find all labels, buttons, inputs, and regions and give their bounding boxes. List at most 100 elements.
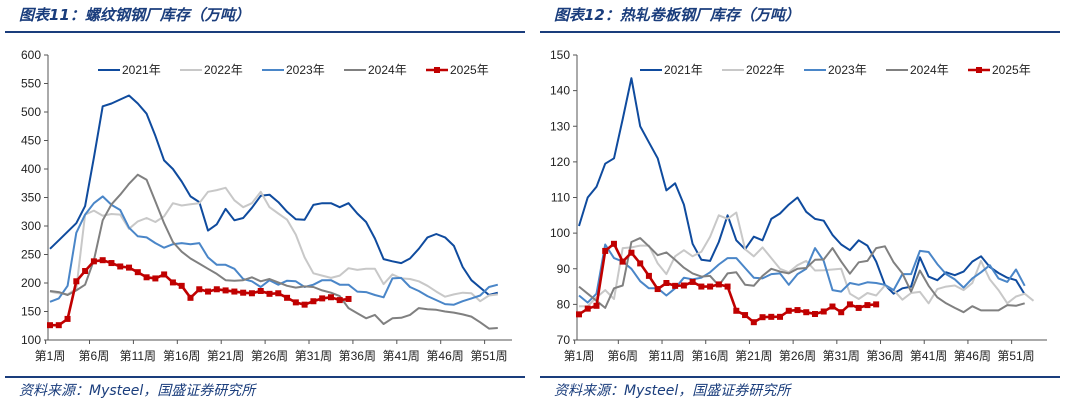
data-point bbox=[301, 301, 308, 308]
chart-title: 图表11：螺纹钢钢厂库存（万吨） bbox=[19, 6, 250, 24]
data-point bbox=[768, 313, 775, 320]
x-tick-label: 第31周 bbox=[823, 349, 860, 363]
data-point bbox=[240, 289, 247, 296]
data-point bbox=[663, 280, 670, 286]
source-divider bbox=[540, 376, 1060, 378]
data-point bbox=[637, 260, 644, 267]
data-point bbox=[610, 240, 617, 247]
data-point bbox=[619, 258, 626, 265]
data-point bbox=[108, 260, 115, 267]
legend-label: 2025年 bbox=[992, 63, 1031, 77]
data-point bbox=[873, 301, 880, 308]
data-point bbox=[64, 315, 71, 322]
y-tick-label: 100 bbox=[21, 333, 41, 347]
data-point bbox=[750, 319, 757, 326]
series-line-2021年 bbox=[578, 77, 1026, 295]
x-tick-label: 第46周 bbox=[954, 349, 991, 363]
data-point bbox=[645, 272, 652, 279]
data-point bbox=[134, 269, 141, 276]
data-point bbox=[803, 309, 810, 316]
series-line-2024年 bbox=[578, 237, 1025, 314]
title-divider bbox=[540, 31, 1060, 33]
data-point bbox=[248, 290, 255, 297]
data-point bbox=[117, 263, 124, 270]
data-point bbox=[864, 302, 871, 309]
data-point bbox=[576, 311, 582, 318]
legend-label: 2022年 bbox=[204, 63, 243, 77]
data-point bbox=[284, 294, 291, 301]
data-point bbox=[672, 282, 679, 289]
data-point bbox=[794, 307, 801, 314]
x-tick-label: 第16周 bbox=[163, 349, 200, 363]
data-point bbox=[169, 279, 176, 286]
data-point bbox=[275, 290, 282, 297]
y-tick-label: 100 bbox=[550, 226, 570, 240]
legend-marker bbox=[976, 67, 982, 73]
data-point bbox=[319, 295, 326, 302]
data-point bbox=[698, 283, 705, 290]
x-tick-label: 第21周 bbox=[207, 349, 244, 363]
y-tick-label: 130 bbox=[550, 119, 570, 133]
y-tick-label: 500 bbox=[21, 105, 41, 119]
hot-rolled-coil-inventory-panel: 图表12：热轧卷板钢厂库存（万吨） 70 80 90 100 110 120 130 140 1… bbox=[540, 0, 1060, 405]
x-tick-label: 第6周 bbox=[607, 349, 638, 363]
rebar-inventory-chart: 100150200250300350400450500550600第1周 第6周第… bbox=[21, 48, 512, 363]
data-point bbox=[55, 322, 62, 329]
legend-label: 2025年 bbox=[450, 63, 489, 77]
x-tick-label: 第26周 bbox=[779, 349, 816, 363]
data-point bbox=[602, 247, 609, 254]
y-tick-label: 250 bbox=[21, 248, 41, 262]
data-point bbox=[724, 283, 731, 290]
x-tick-label: 第11周 bbox=[648, 349, 684, 363]
data-point bbox=[689, 278, 696, 285]
data-point bbox=[785, 307, 792, 314]
series-line-2021年 bbox=[49, 94, 499, 296]
data-point bbox=[205, 288, 212, 295]
x-tick-label: 第51周 bbox=[470, 349, 507, 363]
data-point bbox=[628, 249, 635, 256]
x-tick-label: 第6周 bbox=[79, 349, 110, 363]
y-tick-label: 400 bbox=[21, 162, 41, 176]
y-tick-label: 600 bbox=[21, 48, 41, 62]
data-point bbox=[777, 313, 784, 320]
data-point bbox=[733, 307, 740, 314]
legend-label: 2021年 bbox=[664, 63, 703, 77]
series-line-2023年 bbox=[49, 195, 499, 306]
x-tick-label: 第36周 bbox=[866, 349, 903, 363]
x-tick-label: 第46周 bbox=[426, 349, 463, 363]
legend-label: 2023年 bbox=[828, 63, 867, 77]
x-tick-label: 第41周 bbox=[910, 349, 947, 363]
x-tick-label: 第41周 bbox=[383, 349, 420, 363]
chart-title: 图表12：热轧卷板钢厂库存（万吨） bbox=[554, 6, 800, 24]
data-point bbox=[266, 290, 273, 297]
data-point bbox=[829, 303, 836, 310]
data-point bbox=[222, 287, 229, 294]
series-line-2022年 bbox=[579, 211, 1035, 308]
x-tick-label: 第1周 bbox=[35, 349, 66, 363]
data-point bbox=[161, 271, 168, 278]
y-tick-label: 150 bbox=[550, 48, 570, 62]
x-tick-label: 第26周 bbox=[251, 349, 288, 363]
data-point bbox=[584, 305, 591, 312]
x-tick-label: 第31周 bbox=[295, 349, 332, 363]
data-point bbox=[257, 287, 264, 294]
data-point bbox=[680, 282, 687, 289]
y-tick-label: 150 bbox=[21, 305, 41, 319]
data-point bbox=[90, 258, 97, 265]
series-line-2025年 bbox=[50, 258, 349, 327]
y-tick-label: 80 bbox=[557, 297, 571, 311]
data-point bbox=[715, 281, 722, 288]
series-line-2023年 bbox=[578, 243, 1026, 304]
data-point bbox=[742, 312, 749, 319]
x-tick-label: 第51周 bbox=[997, 349, 1034, 363]
source-note: 资料来源：Mysteel，国盛证券研究所 bbox=[19, 383, 256, 399]
y-tick-label: 200 bbox=[21, 276, 41, 290]
legend-label: 2023年 bbox=[286, 63, 325, 77]
legend-marker bbox=[434, 67, 440, 73]
data-point bbox=[213, 286, 220, 293]
data-point bbox=[178, 282, 185, 289]
data-point bbox=[811, 310, 818, 317]
data-point bbox=[846, 301, 853, 308]
data-point bbox=[345, 295, 352, 302]
